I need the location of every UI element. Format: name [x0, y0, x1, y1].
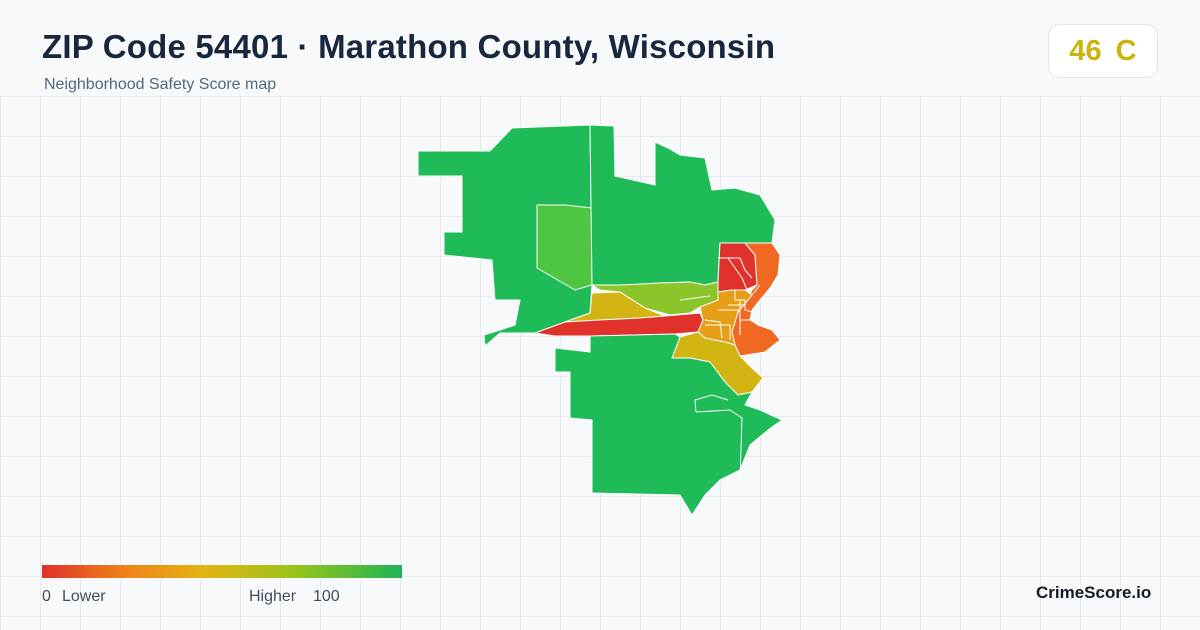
safety-grade: C [1115, 34, 1137, 67]
legend-min-value: 0 [42, 588, 51, 605]
legend-max-value: 100 [313, 588, 340, 605]
page-subtitle: Neighborhood Safety Score map [44, 76, 277, 93]
safety-score-badge: 46 C [1048, 24, 1158, 78]
legend-higher-label: Higher [249, 588, 297, 605]
page-title: ZIP Code 54401 · Marathon County, Wiscon… [42, 28, 776, 65]
brand-logo-text: CrimeScore.io [1036, 583, 1152, 602]
legend-lower-label: Lower [62, 588, 106, 605]
region-east-orange[interactable] [731, 242, 781, 357]
safety-score-value: 46 [1069, 34, 1102, 67]
legend-gradient-bar [42, 565, 402, 578]
region-south[interactable] [554, 333, 783, 516]
